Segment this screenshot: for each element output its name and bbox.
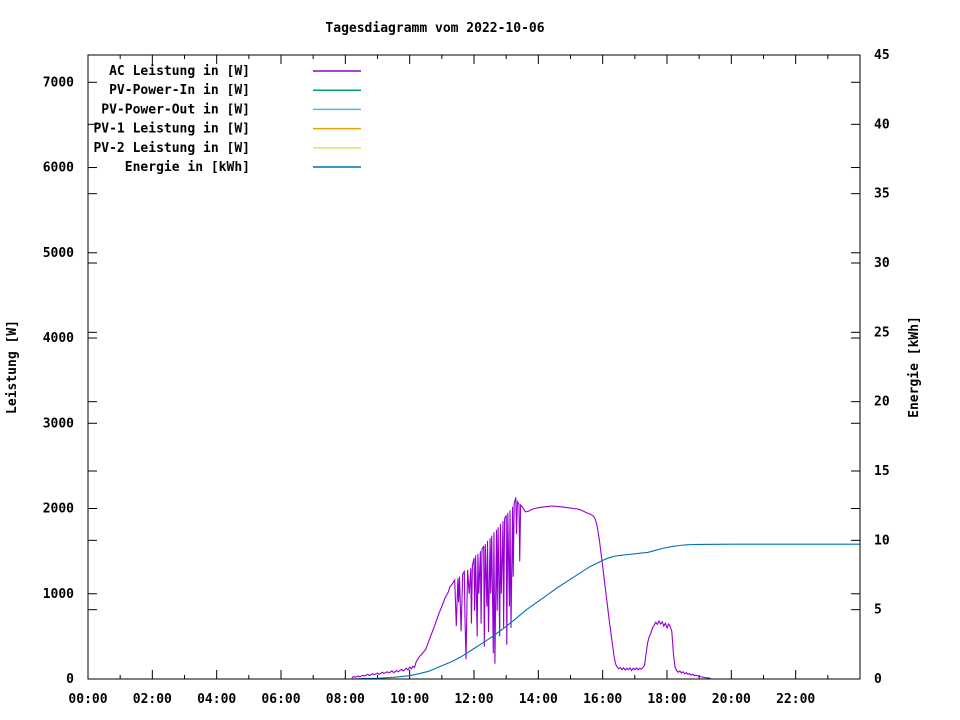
- x-tick-label: 10:00: [390, 692, 429, 707]
- y2-axis-label: Energie [kWh]: [907, 316, 922, 418]
- y2-tick-label: 20: [874, 395, 890, 410]
- y1-tick-label: 2000: [43, 502, 74, 517]
- data-series: [351, 497, 860, 680]
- axis-ticks: 00:00 02:00 04:00 06:00 08:00 10:00 12:00 14:00…: [43, 48, 890, 707]
- legend: AC Leistung in [W] PV-Power-In in [W] PV-P…: [93, 64, 361, 175]
- y-axis-label: Leistung [W]: [5, 320, 20, 414]
- chart-title: Tagesdiagramm vom 2022-10-06: [325, 21, 544, 36]
- y1-tick-label: 5000: [43, 246, 74, 261]
- y1-tick-label: 6000: [43, 161, 74, 176]
- legend-label: PV-2 Leistung in [W]: [93, 141, 250, 156]
- x-tick-label: 00:00: [68, 692, 107, 707]
- x-tick-label: 12:00: [454, 692, 493, 707]
- x-tick-label: 20:00: [712, 692, 751, 707]
- x-tick-label: 08:00: [326, 692, 365, 707]
- y2-tick-label: 35: [874, 187, 890, 202]
- x-tick-label: 16:00: [583, 692, 622, 707]
- y2-tick-label: 25: [874, 325, 890, 340]
- x-tick-label: 04:00: [197, 692, 236, 707]
- legend-label: AC Leistung in [W]: [109, 64, 250, 79]
- series-line-ac-leistung: [351, 497, 711, 679]
- x-tick-label: 14:00: [519, 692, 558, 707]
- y2-tick-label: 10: [874, 533, 890, 548]
- y2-tick-label: 5: [874, 603, 882, 618]
- legend-label: PV-Power-Out in [W]: [101, 102, 250, 117]
- legend-label: PV-1 Leistung in [W]: [93, 122, 250, 137]
- y1-tick-label: 4000: [43, 331, 74, 346]
- y2-tick-label: 0: [874, 672, 882, 687]
- x-tick-label: 02:00: [133, 692, 172, 707]
- y1-tick-label: 0: [66, 672, 74, 687]
- y2-tick-label: 45: [874, 48, 890, 63]
- y2-tick-label: 15: [874, 464, 890, 479]
- y1-tick-label: 1000: [43, 587, 74, 602]
- legend-label: PV-Power-In in [W]: [109, 83, 250, 98]
- x-tick-label: 18:00: [647, 692, 686, 707]
- y1-tick-label: 7000: [43, 75, 74, 90]
- plot-border: [87, 54, 861, 680]
- series-line-energie: [351, 543, 860, 680]
- legend-label: Energie in [kWh]: [125, 160, 250, 175]
- y2-tick-label: 30: [874, 256, 890, 271]
- x-tick-label: 06:00: [261, 692, 300, 707]
- y1-tick-label: 3000: [43, 416, 74, 431]
- y2-tick-label: 40: [874, 117, 890, 132]
- x-tick-label: 22:00: [776, 692, 815, 707]
